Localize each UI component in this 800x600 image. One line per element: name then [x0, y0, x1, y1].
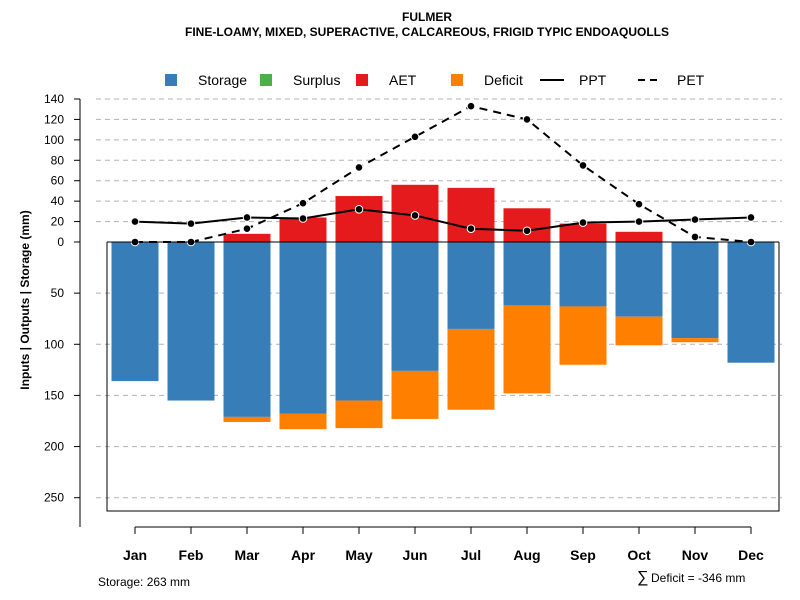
ppt-point	[410, 211, 420, 220]
y-axis-label: Inputs | Outputs | Storage (mm)	[18, 210, 32, 389]
legend-label: PET	[677, 72, 705, 88]
x-tick-label: Dec	[738, 547, 764, 563]
deficit-note: Deficit = -346 mm	[651, 571, 745, 585]
ppt-line	[134, 208, 752, 232]
y-tick-label-upper: 100	[44, 133, 64, 147]
plot-frame	[106, 242, 780, 512]
deficit-bar	[279, 413, 327, 430]
legend-swatch	[356, 74, 368, 86]
pet-line	[135, 105, 752, 243]
storage-note: Storage: 263 mm	[98, 575, 190, 589]
storage-bar	[671, 242, 719, 339]
y-tick-label-lower: 150	[44, 388, 64, 402]
ppt-point	[466, 224, 476, 234]
gridlines	[96, 98, 782, 499]
legend-label: Deficit	[484, 72, 523, 88]
y-tick-label-upper: 20	[51, 215, 65, 229]
storage-bar	[279, 242, 327, 414]
ppt-point	[186, 219, 196, 228]
chart-subtitle: FINE-LOAMY, MIXED, SUPERACTIVE, CALCAREO…	[185, 25, 669, 39]
chart-title: FULMER	[402, 10, 452, 24]
y-tick-label-lower: 100	[44, 337, 64, 351]
storage-bar	[391, 242, 439, 371]
deficit-bar	[671, 338, 719, 343]
x-tick-label: Jan	[123, 547, 147, 563]
deficit-bar	[615, 316, 663, 346]
y-tick-label-lower: 200	[44, 440, 64, 454]
legend-label: AET	[389, 72, 417, 88]
ppt-point	[298, 214, 308, 223]
legend-label: PPT	[579, 72, 607, 88]
storage-bar	[167, 242, 215, 401]
ppt-point	[690, 215, 700, 224]
storage-bar	[111, 242, 159, 382]
storage-bar	[223, 242, 271, 417]
axes: 0 20 40 60 80 100 120 140 50 100 150 200 250 Jan Feb Ma…	[44, 92, 780, 563]
x-tick-label: Mar	[235, 547, 260, 563]
aet-bar	[559, 223, 607, 242]
legend-label: Surplus	[293, 72, 340, 88]
aet-bar	[503, 208, 551, 242]
sum-symbol: ∑	[637, 569, 648, 586]
bars	[111, 184, 775, 430]
ppt-point	[578, 218, 588, 227]
x-tick-label: Feb	[179, 547, 204, 563]
pet-point	[690, 232, 700, 242]
deficit-bar	[335, 400, 383, 429]
pet-point	[634, 199, 644, 209]
x-tick-label: Nov	[682, 547, 709, 563]
storage-bar	[727, 242, 775, 363]
legend-swatch	[260, 74, 272, 86]
aet-bar	[223, 233, 271, 242]
pet-point	[298, 198, 308, 208]
pet-point	[242, 224, 252, 234]
ppt-point	[522, 226, 532, 236]
ppt-point	[130, 217, 140, 226]
y-tick-label-lower: 50	[51, 286, 65, 300]
pet-point	[522, 115, 532, 124]
storage-bar	[503, 242, 551, 306]
y-tick-label-lower: 250	[44, 491, 64, 505]
storage-bar	[559, 242, 607, 307]
ppt-point	[746, 213, 756, 222]
y-tick-label-upper: 120	[44, 112, 64, 126]
legend-label: Storage	[198, 72, 247, 88]
aet-bar	[615, 231, 663, 242]
aet-bar	[335, 196, 383, 242]
legend-swatch	[451, 74, 463, 86]
x-tick-label: Oct	[627, 547, 651, 563]
pet-point	[466, 101, 476, 111]
ppt-point	[242, 213, 252, 222]
x-tick-label: Sep	[570, 547, 596, 563]
y-tick-label-upper: 60	[51, 174, 65, 188]
pet-point	[578, 161, 588, 170]
y-tick-label-upper: 80	[51, 153, 65, 167]
ppt-point	[634, 217, 644, 226]
y-tick-label-upper: 0	[57, 235, 64, 249]
storage-bar	[447, 242, 495, 329]
x-tick-label: Apr	[291, 547, 316, 563]
pet-point	[354, 163, 364, 172]
deficit-bar	[559, 306, 607, 365]
y-tick-label-upper: 140	[44, 92, 64, 106]
legend-swatch	[165, 74, 177, 86]
y-tick-label-upper: 40	[51, 194, 65, 208]
storage-bar	[335, 242, 383, 401]
deficit-bar	[447, 328, 495, 410]
deficit-bar	[223, 416, 271, 423]
deficit-bar	[391, 370, 439, 419]
x-tick-label: Jun	[403, 547, 428, 563]
x-tick-label: May	[345, 547, 372, 563]
x-tick-label: Aug	[513, 547, 540, 563]
deficit-bar	[503, 305, 551, 394]
series-lines	[130, 101, 756, 247]
x-tick-label: Jul	[461, 547, 481, 563]
storage-bar	[615, 242, 663, 317]
aet-bar	[447, 187, 495, 242]
ppt-point	[354, 205, 364, 214]
legend: Storage Surplus AET Deficit PPT PET	[165, 72, 705, 88]
pet-point	[410, 132, 420, 142]
